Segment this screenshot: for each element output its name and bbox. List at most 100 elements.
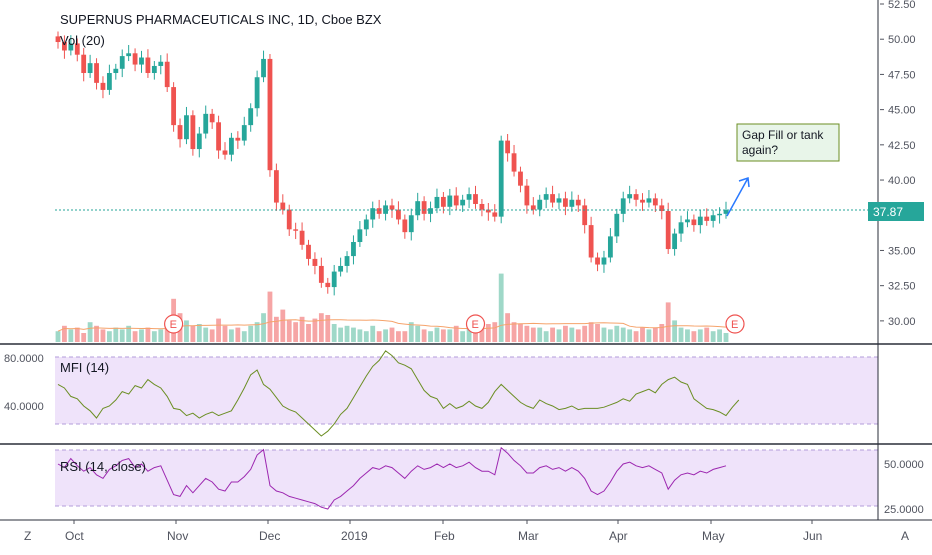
candle-body (196, 133, 202, 150)
candle-body (351, 242, 356, 257)
candle-body (652, 198, 658, 206)
candle-body (338, 265, 344, 272)
volume-indicator-label[interactable]: Vol (20) (60, 33, 105, 48)
candle-body (94, 63, 99, 83)
candle-body (408, 215, 414, 233)
rsi-band (55, 450, 878, 506)
candle-body (415, 201, 421, 216)
candle-body (697, 216, 703, 226)
candle-body (151, 65, 157, 74)
volume-bar (132, 331, 138, 342)
volume-bar (376, 331, 382, 342)
rsi-label[interactable]: RSI (14, close) (60, 459, 146, 474)
annotation[interactable]: Gap Fill or tank again? (736, 123, 840, 162)
candle-body (691, 219, 697, 226)
volume-bar (293, 322, 299, 342)
volume-bar (697, 329, 703, 342)
candle-body (640, 199, 645, 203)
volume-bar (601, 327, 607, 342)
rsi-tick-label: 50.0000 (884, 459, 924, 471)
candle-body (273, 170, 279, 203)
annotation-box[interactable] (736, 123, 840, 162)
volume-bar (267, 291, 273, 342)
volume-bar (607, 329, 613, 342)
candle-body (563, 198, 568, 207)
volume-bar (203, 327, 209, 342)
candle-body (139, 57, 144, 65)
candle-body (81, 54, 87, 74)
price-tick-label: 32.50 (888, 281, 916, 293)
time-tick-label: Nov (167, 529, 188, 543)
price-tick-label: 52.50 (888, 0, 916, 11)
candle-body (543, 194, 549, 200)
candle-body (498, 140, 504, 217)
volume-bar (563, 325, 568, 342)
volume-bar (190, 325, 196, 342)
candle-body (530, 205, 536, 210)
volume-bars (55, 273, 729, 342)
volume-bar (126, 325, 132, 342)
volume-bar (511, 322, 517, 342)
annotation-line-2: again? (742, 143, 778, 157)
candle-body (492, 212, 498, 217)
candle-body (479, 203, 485, 210)
candle-body (595, 257, 600, 265)
volume-bar (640, 327, 645, 342)
volume-bar (582, 325, 588, 342)
candle-body (87, 63, 93, 74)
volume-bar (434, 327, 440, 342)
candle-body (171, 87, 177, 126)
zoom-reset-button[interactable]: Z (0, 523, 55, 550)
auto-scale-button[interactable]: A (880, 523, 932, 550)
candle-body (357, 229, 363, 243)
volume-bar (543, 331, 549, 342)
volume-bar (672, 320, 678, 342)
candle-body (620, 198, 626, 214)
candle-body (569, 199, 575, 207)
candle-body (254, 77, 260, 109)
volume-bar (158, 329, 164, 342)
rsi-line (57, 446, 727, 510)
volume-bar (537, 327, 543, 342)
candle-body (106, 73, 112, 90)
volume-bar (74, 327, 80, 342)
volume-bar (453, 325, 459, 342)
candle-body (428, 208, 433, 214)
last-price-badge-bg (868, 202, 924, 221)
volume-bar (318, 313, 324, 342)
earnings-marker-label: E (170, 319, 177, 331)
time-tick-label: Dec (259, 529, 280, 543)
candle-body (460, 199, 466, 206)
candles (55, 31, 729, 296)
price-tick-label: 40.00 (888, 175, 916, 187)
volume-bar (151, 331, 157, 342)
volume-bar (614, 325, 620, 342)
volume-bar (550, 327, 555, 342)
auto-scale-label: A (901, 529, 909, 543)
candle-body (396, 209, 401, 220)
volume-bar (524, 325, 530, 342)
volume-bar (678, 327, 684, 342)
volume-bar (100, 329, 106, 342)
volume-bar (325, 315, 331, 342)
candle-body (473, 194, 478, 204)
candle-body (222, 150, 228, 155)
candle-body (627, 194, 633, 199)
candle-body (685, 219, 690, 223)
candle-body (299, 230, 305, 245)
volume-bar (145, 327, 151, 342)
annotation-line-1: Gap Fill or tank (742, 128, 824, 142)
volume-bar (575, 329, 581, 342)
auto-scale-bg[interactable] (880, 523, 932, 550)
mfi-label[interactable]: MFI (14) (60, 360, 109, 375)
volume-bar (68, 329, 74, 342)
candle-body (74, 43, 80, 55)
volume-bar (498, 273, 504, 342)
zoom-reset-bg[interactable] (0, 523, 55, 550)
forecast-arrow[interactable] (726, 176, 750, 217)
candle-body (434, 196, 440, 209)
candle-body (158, 61, 164, 66)
volume-bar (383, 329, 388, 342)
candle-body (68, 43, 74, 51)
